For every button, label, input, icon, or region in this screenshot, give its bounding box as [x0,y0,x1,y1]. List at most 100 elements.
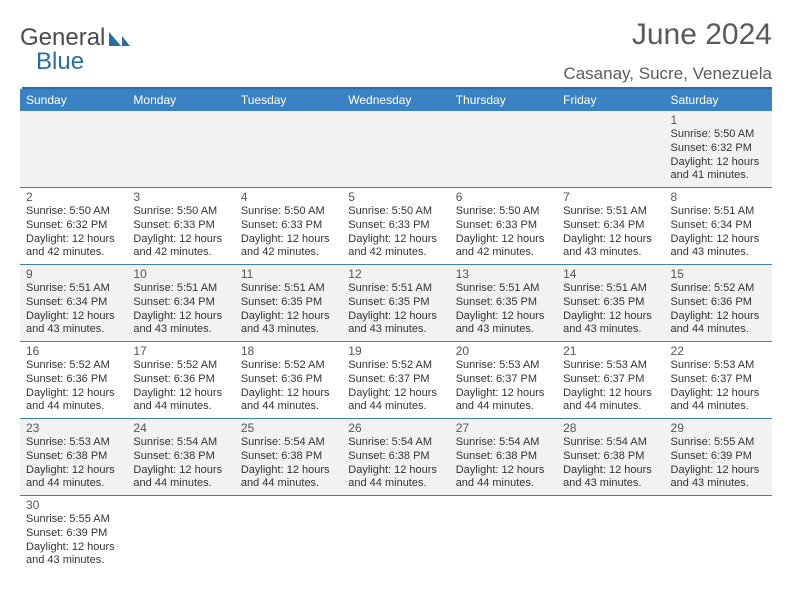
day-line: and 44 minutes. [348,477,443,491]
day-cell: 16Sunrise: 5:52 AMSunset: 6:36 PMDayligh… [20,342,127,419]
day-line: Daylight: 12 hours [456,310,551,324]
day-line: Sunrise: 5:52 AM [133,359,228,373]
day-details: Sunrise: 5:52 AMSunset: 6:36 PMDaylight:… [26,359,121,414]
day-line: Daylight: 12 hours [241,387,336,401]
day-details: Sunrise: 5:54 AMSunset: 6:38 PMDaylight:… [563,436,658,491]
day-cell: 17Sunrise: 5:52 AMSunset: 6:36 PMDayligh… [127,342,234,419]
week-row: 23Sunrise: 5:53 AMSunset: 6:38 PMDayligh… [20,419,772,496]
day-cell: 30Sunrise: 5:55 AMSunset: 6:39 PMDayligh… [20,496,127,573]
day-number: 7 [563,190,658,205]
day-cell: 3Sunrise: 5:50 AMSunset: 6:33 PMDaylight… [127,188,234,265]
day-details: Sunrise: 5:50 AMSunset: 6:33 PMDaylight:… [133,205,228,260]
day-line: Daylight: 12 hours [26,387,121,401]
day-line: Sunrise: 5:53 AM [563,359,658,373]
day-details: Sunrise: 5:50 AMSunset: 6:33 PMDaylight:… [241,205,336,260]
day-details: Sunrise: 5:51 AMSunset: 6:34 PMDaylight:… [563,205,658,260]
day-number: 1 [671,113,766,128]
day-line: and 44 minutes. [456,477,551,491]
day-details: Sunrise: 5:53 AMSunset: 6:37 PMDaylight:… [563,359,658,414]
day-number: 19 [348,344,443,359]
day-cell [127,111,234,188]
day-details: Sunrise: 5:50 AMSunset: 6:32 PMDaylight:… [26,205,121,260]
day-line: Sunrise: 5:54 AM [563,436,658,450]
day-line: and 43 minutes. [133,323,228,337]
day-line: Sunrise: 5:50 AM [26,205,121,219]
day-number: 11 [241,267,336,282]
day-line: Sunset: 6:36 PM [671,296,766,310]
day-line: and 43 minutes. [563,477,658,491]
day-number: 25 [241,421,336,436]
day-line: and 43 minutes. [241,323,336,337]
day-details: Sunrise: 5:50 AMSunset: 6:33 PMDaylight:… [348,205,443,260]
day-line: and 44 minutes. [671,400,766,414]
day-line: Sunset: 6:37 PM [563,373,658,387]
day-line: Sunrise: 5:51 AM [348,282,443,296]
day-line: Sunset: 6:35 PM [348,296,443,310]
day-line: Sunrise: 5:51 AM [26,282,121,296]
day-details: Sunrise: 5:53 AMSunset: 6:38 PMDaylight:… [26,436,121,491]
day-number: 4 [241,190,336,205]
day-line: Sunset: 6:34 PM [133,296,228,310]
day-line: and 42 minutes. [348,246,443,260]
day-number: 21 [563,344,658,359]
day-cell: 29Sunrise: 5:55 AMSunset: 6:39 PMDayligh… [665,419,772,496]
day-line: Sunset: 6:37 PM [456,373,551,387]
day-details: Sunrise: 5:54 AMSunset: 6:38 PMDaylight:… [456,436,551,491]
sail-icon [107,28,131,48]
day-line: Sunrise: 5:50 AM [456,205,551,219]
day-cell [342,496,449,573]
day-cell [235,111,342,188]
calendar-body: 1Sunrise: 5:50 AMSunset: 6:32 PMDaylight… [20,111,772,572]
day-line: Sunset: 6:39 PM [671,450,766,464]
day-cell [450,496,557,573]
day-line: and 44 minutes. [26,477,121,491]
day-cell: 10Sunrise: 5:51 AMSunset: 6:34 PMDayligh… [127,265,234,342]
day-number: 20 [456,344,551,359]
day-line: Sunrise: 5:53 AM [456,359,551,373]
day-line: Sunset: 6:33 PM [133,219,228,233]
day-line: Sunrise: 5:55 AM [26,513,121,527]
day-line: and 44 minutes. [133,400,228,414]
dayname-wed: Wednesday [342,89,449,111]
day-cell [450,111,557,188]
location-wrap: Casanay, Sucre, Venezuela [20,64,772,89]
day-cell: 24Sunrise: 5:54 AMSunset: 6:38 PMDayligh… [127,419,234,496]
day-cell: 22Sunrise: 5:53 AMSunset: 6:37 PMDayligh… [665,342,772,419]
day-cell: 26Sunrise: 5:54 AMSunset: 6:38 PMDayligh… [342,419,449,496]
day-line: Daylight: 12 hours [671,387,766,401]
day-line: Daylight: 12 hours [241,464,336,478]
day-details: Sunrise: 5:51 AMSunset: 6:34 PMDaylight:… [133,282,228,337]
day-details: Sunrise: 5:52 AMSunset: 6:36 PMDaylight:… [133,359,228,414]
day-line: Sunset: 6:35 PM [456,296,551,310]
day-line: Sunrise: 5:51 AM [671,205,766,219]
day-cell: 12Sunrise: 5:51 AMSunset: 6:35 PMDayligh… [342,265,449,342]
day-details: Sunrise: 5:54 AMSunset: 6:38 PMDaylight:… [241,436,336,491]
day-cell: 25Sunrise: 5:54 AMSunset: 6:38 PMDayligh… [235,419,342,496]
day-line: Daylight: 12 hours [348,310,443,324]
day-line: Daylight: 12 hours [456,464,551,478]
day-number: 12 [348,267,443,282]
day-number: 24 [133,421,228,436]
day-line: Sunrise: 5:52 AM [26,359,121,373]
day-details: Sunrise: 5:55 AMSunset: 6:39 PMDaylight:… [671,436,766,491]
day-details: Sunrise: 5:52 AMSunset: 6:37 PMDaylight:… [348,359,443,414]
day-line: and 43 minutes. [563,246,658,260]
day-line: Sunset: 6:32 PM [26,219,121,233]
day-details: Sunrise: 5:51 AMSunset: 6:35 PMDaylight:… [348,282,443,337]
day-cell [235,496,342,573]
day-line: and 42 minutes. [26,246,121,260]
day-cell: 14Sunrise: 5:51 AMSunset: 6:35 PMDayligh… [557,265,664,342]
dayname-sat: Saturday [665,89,772,111]
day-line: and 43 minutes. [671,477,766,491]
day-line: Sunset: 6:36 PM [241,373,336,387]
day-cell [665,496,772,573]
day-line: Sunset: 6:38 PM [133,450,228,464]
day-number: 30 [26,498,121,513]
day-cell: 15Sunrise: 5:52 AMSunset: 6:36 PMDayligh… [665,265,772,342]
day-line: and 41 minutes. [671,169,766,183]
day-line: Daylight: 12 hours [26,464,121,478]
day-line: Sunset: 6:35 PM [241,296,336,310]
day-line: and 43 minutes. [348,323,443,337]
day-line: Sunset: 6:39 PM [26,527,121,541]
day-cell: 28Sunrise: 5:54 AMSunset: 6:38 PMDayligh… [557,419,664,496]
